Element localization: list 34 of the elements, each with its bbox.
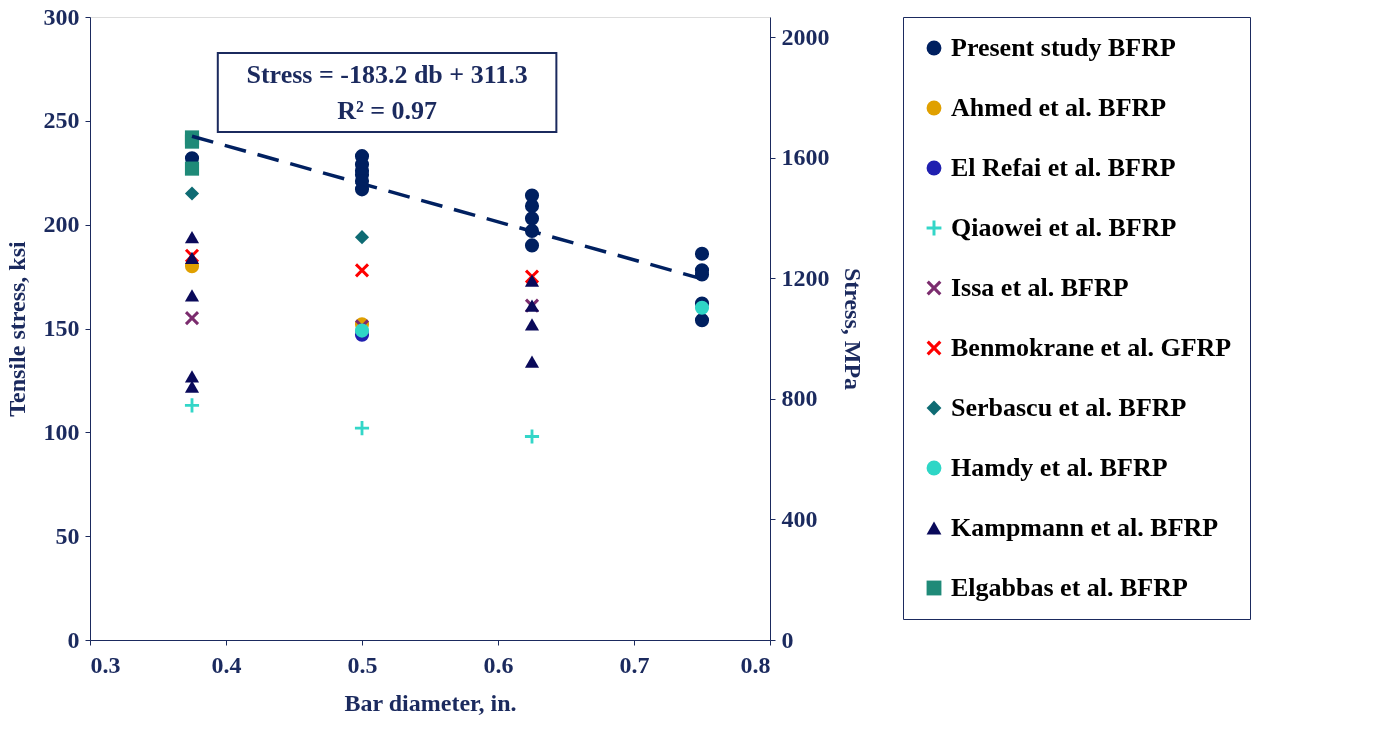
x-tick-label: 0.8: [740, 651, 771, 678]
annotation: R² = 0.97: [337, 96, 438, 125]
y2-tick-label: 400: [781, 506, 818, 532]
y-tick-label: 150: [43, 315, 80, 341]
y-tick-label: 200: [43, 211, 80, 238]
x-tick-label: 0.3: [90, 651, 121, 678]
y-tick-label: 250: [43, 107, 80, 134]
x-axis-title: Bar diameter, in.: [344, 689, 517, 716]
x-tick-label: 0.7: [619, 651, 650, 678]
legend-label: Hamdy et al. BFRP: [951, 453, 1168, 482]
legend-label: Ahmed et al. BFRP: [951, 93, 1167, 122]
y-tick-label: 300: [43, 3, 80, 30]
legend-label: Benmokrane et al. GFRP: [951, 333, 1232, 362]
y2-tick-label: 1200: [781, 264, 830, 291]
y2-tick-label: 0: [781, 626, 794, 653]
y2-tick-label: 800: [781, 385, 818, 412]
x-tick-label: 0.6: [483, 651, 514, 678]
legend-label: Present study BFRP: [951, 33, 1176, 62]
legend-label: Serbascu et al. BFRP: [951, 393, 1187, 422]
y2-tick-label: 2000: [781, 23, 830, 50]
annotation: Stress = -183.2 db + 311.3: [246, 60, 528, 89]
y2-tick-label: 1600: [781, 144, 830, 171]
legend-label: Qiaowei et al. BFRP: [951, 213, 1177, 242]
legend-label: Issa et al. BFRP: [951, 273, 1129, 302]
y-axis-title: Tensile stress, ksi: [3, 240, 30, 417]
legend-label: Elgabbas et al. BFRP: [951, 573, 1189, 602]
y-tick-label: 0: [67, 626, 80, 653]
y2-axis-title: Stress, MPa: [839, 267, 866, 391]
x-tick-label: 0.5: [347, 651, 378, 678]
y-tick-label: 50: [55, 522, 80, 549]
y-tick-label: 100: [43, 418, 80, 445]
legend-label: Kampmann et al. BFRP: [951, 513, 1219, 542]
legend-label: El Refai et al. BFRP: [951, 153, 1176, 182]
x-tick-label: 0.4: [211, 651, 242, 678]
